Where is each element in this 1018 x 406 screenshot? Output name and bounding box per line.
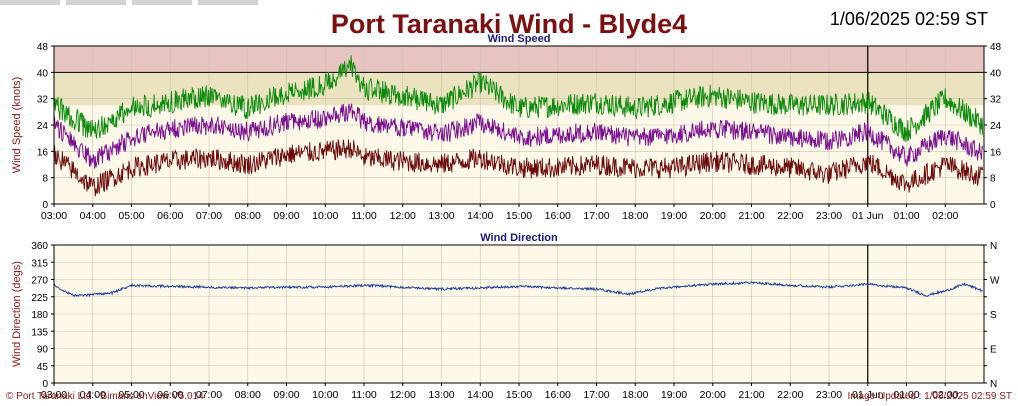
browser-tab[interactable]: [66, 0, 126, 5]
x-tick-label: 18:00: [622, 210, 648, 222]
y-tick-label-right: E: [990, 345, 997, 356]
x-tick-label: 22:00: [777, 210, 803, 222]
y-tick-label-right: 8: [990, 174, 996, 185]
wind-direction-chart: 0 N 45 90 E 135 180 S 225 270 W 315 360 N 03:00 04:00 05…: [11, 232, 1000, 401]
x-tick-label: 14:00: [467, 389, 493, 401]
x-tick-label: 01:00: [893, 389, 919, 401]
y-tick-label: 32: [37, 95, 49, 106]
x-tick-label: 06:00: [157, 210, 183, 222]
y-tick-label: 0: [42, 200, 48, 211]
x-tick-label: 20:00: [700, 389, 726, 401]
x-tick-label: 04:00: [80, 389, 106, 401]
lull-series-line: [53, 139, 984, 197]
y-axis-label: Wind Direction (degs): [11, 261, 23, 367]
x-tick-label: 01 Jun: [852, 389, 884, 401]
y-tick-label: 270: [31, 276, 48, 287]
x-tick-label: 17:00: [583, 389, 609, 401]
x-tick-label: 13:00: [428, 389, 454, 401]
x-tick-label: 22:00: [777, 389, 803, 401]
x-tick-label: 09:00: [273, 210, 299, 222]
footer-updated: Image Updated : 1/06/2025 02:59 ST: [847, 391, 1012, 402]
x-tick-label: 12:00: [390, 389, 416, 401]
x-tick-label: 17:00: [583, 210, 609, 222]
x-tick-label: 15:00: [506, 389, 532, 401]
x-tick-label: 09:00: [273, 389, 299, 401]
x-tick-label: 20:00: [700, 210, 726, 222]
x-tick-label: 16:00: [545, 210, 571, 222]
y-tick-label: 360: [31, 241, 48, 252]
y-tick-label-right: N: [990, 379, 997, 390]
y-tick-label: 0: [42, 379, 48, 390]
x-tick-label: 02:00: [932, 210, 958, 222]
x-tick-label: 16:00: [545, 389, 571, 401]
x-tick-label: 13:00: [428, 210, 454, 222]
chart-title: Wind Speed: [488, 33, 551, 45]
y-tick-label-right: N: [990, 241, 997, 252]
chart-title: Wind Direction: [480, 232, 558, 244]
y-tick-label-right: 16: [990, 147, 1002, 158]
x-tick-label: 15:00: [506, 210, 532, 222]
mean-series-line: [53, 103, 984, 169]
direction-series-line: [53, 280, 983, 298]
x-tick-label: 06:00: [157, 389, 183, 401]
x-tick-label: 07:00: [196, 389, 222, 401]
x-tick-label: 10:00: [312, 389, 338, 401]
x-tick-label: 02:00: [932, 389, 958, 401]
x-tick-label: 04:00: [80, 210, 106, 222]
x-tick-label: 23:00: [816, 210, 842, 222]
y-tick-label: 16: [37, 147, 49, 158]
x-tick-label: 01 Jun: [852, 210, 884, 222]
x-tick-label: 21:00: [738, 210, 764, 222]
y-tick-label: 315: [31, 258, 48, 269]
update-timestamp: 1/06/2025 02:59 ST: [830, 9, 988, 29]
x-tick-label: 10:00: [312, 210, 338, 222]
x-tick-label: 23:00: [816, 389, 842, 401]
x-tick-label: 11:00: [351, 210, 377, 222]
y-tick-label: 24: [37, 121, 49, 132]
y-tick-label-right: 48: [990, 42, 1002, 53]
x-tick-label: 08:00: [235, 389, 261, 401]
y-tick-label: 225: [31, 293, 48, 304]
y-tick-label: 45: [37, 362, 49, 373]
browser-tab[interactable]: [198, 0, 258, 5]
x-tick-label: 03:00: [41, 210, 67, 222]
x-tick-label: 19:00: [661, 210, 687, 222]
browser-tab[interactable]: [0, 0, 60, 5]
y-tick-label: 90: [37, 345, 49, 356]
page-title: Port Taranaki Wind - Blyde4: [331, 9, 687, 39]
y-tick-label: 40: [37, 68, 49, 79]
y-tick-label-right: 0: [990, 200, 996, 211]
x-tick-label: 07:00: [196, 210, 222, 222]
x-tick-label: 21:00: [738, 389, 764, 401]
y-tick-label-right: S: [990, 310, 997, 321]
gust-series-line: [53, 55, 984, 142]
x-tick-label: 03:00: [41, 389, 67, 401]
x-tick-label: 05:00: [118, 389, 144, 401]
y-tick-label: 8: [42, 174, 48, 185]
footer-copyright: © Port Taranaki Ltd - Bimaris enView V5.…: [6, 391, 204, 402]
y-tick-label-right: 32: [990, 95, 1002, 106]
x-tick-label: 11:00: [351, 389, 377, 401]
y-tick-label-right: 40: [990, 68, 1002, 79]
y-tick-label-right: W: [990, 276, 1000, 287]
y-tick-label-right: 24: [990, 121, 1002, 132]
x-tick-label: 18:00: [622, 389, 648, 401]
x-tick-label: 14:00: [467, 210, 493, 222]
y-axis-label: Wind Speed (knots): [11, 77, 23, 174]
y-tick-label: 180: [31, 310, 48, 321]
y-tick-label: 48: [37, 42, 49, 53]
x-tick-label: 08:00: [235, 210, 261, 222]
x-tick-label: 19:00: [661, 389, 687, 401]
x-tick-label: 12:00: [390, 210, 416, 222]
y-tick-label: 135: [31, 327, 48, 338]
browser-tab[interactable]: [132, 0, 192, 5]
wind-speed-chart: 0 0 8 8 16 16 24 24 32 32 40 40 48 48 03:00 04:00 05:00 0…: [11, 33, 1002, 222]
x-tick-label: 05:00: [118, 210, 144, 222]
x-tick-label: 01:00: [893, 210, 919, 222]
